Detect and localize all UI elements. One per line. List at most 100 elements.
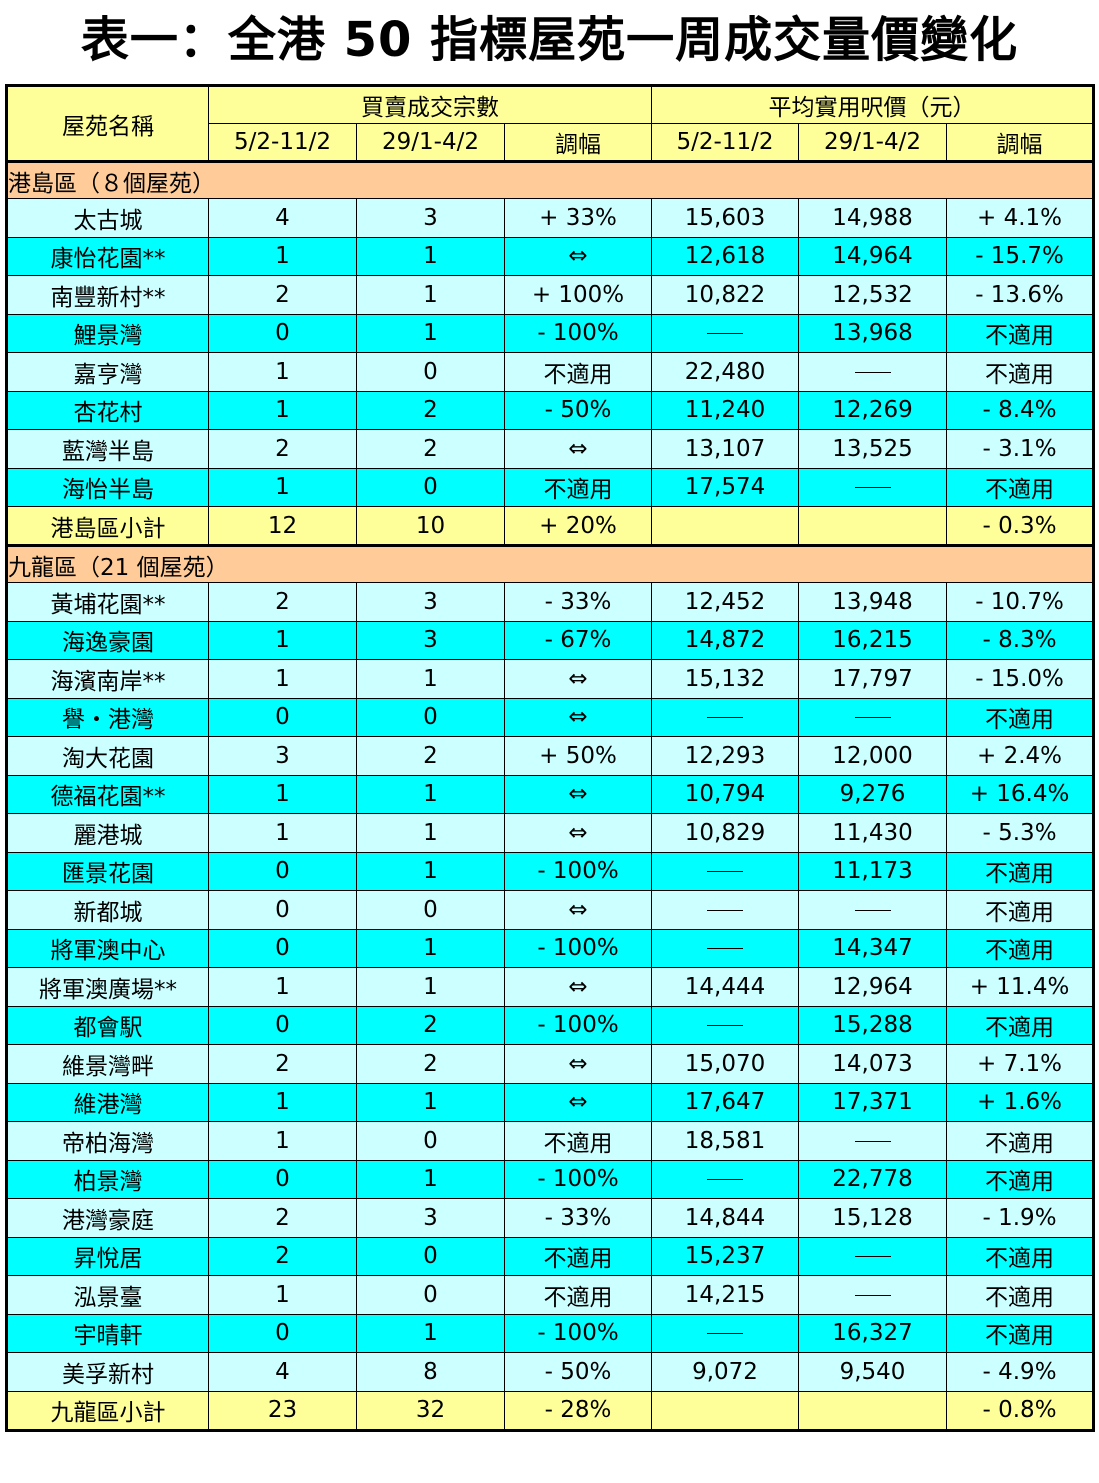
subtotal-volume-previous-cell: 10 [356, 506, 505, 546]
volume-change-cell: ⇔ [503, 236, 653, 276]
section-title: 港島區（８個屋苑） [6, 161, 1094, 199]
volume-previous-cell: 3 [356, 1198, 505, 1238]
header-price-change: 調幅 [946, 123, 1095, 162]
volume-previous-cell: 0 [356, 1236, 505, 1276]
subtotal-price-change-cell: - 0.3% [946, 506, 1095, 546]
price-current-cell: — [651, 697, 800, 737]
price-change-cell: 不適用 [946, 697, 1095, 737]
price-previous-cell: 12,964 [798, 967, 948, 1007]
estate-name-cell: 黃埔花園** [6, 582, 209, 622]
price-current-cell: — [651, 313, 800, 353]
price-current-cell: 11,240 [651, 390, 800, 430]
price-previous-cell: 16,327 [798, 1313, 948, 1353]
subtotal-price-current-cell [651, 1390, 800, 1431]
volume-current-cell: 2 [208, 429, 357, 469]
volume-current-cell: 0 [208, 1159, 357, 1199]
volume-change-cell: - 100% [503, 1159, 653, 1199]
estate-name-cell: 美孚新村 [6, 1352, 209, 1392]
volume-current-cell: 2 [208, 275, 357, 315]
price-previous-cell: 11,430 [798, 813, 948, 853]
price-change-cell: + 1.6% [946, 1082, 1095, 1122]
estate-name-cell: 柏景灣 [6, 1159, 209, 1199]
price-previous-cell: 14,988 [798, 198, 948, 238]
volume-change-cell: + 50% [503, 736, 653, 776]
volume-current-cell: 1 [208, 659, 357, 699]
price-change-cell: 不適用 [946, 1005, 1095, 1045]
volume-change-cell: - 100% [503, 313, 653, 353]
volume-change-cell: ⇔ [503, 429, 653, 469]
volume-previous-cell: 1 [356, 1159, 505, 1199]
price-previous-cell: 22,778 [798, 1159, 948, 1199]
volume-change-cell: - 100% [503, 851, 653, 891]
price-current-cell: 15,603 [651, 198, 800, 238]
volume-change-cell: 不適用 [503, 352, 653, 392]
volume-previous-cell: 1 [356, 813, 505, 853]
price-change-cell: - 15.7% [946, 236, 1095, 276]
volume-current-cell: 1 [208, 1082, 357, 1122]
subtotal-volume-change-cell: - 28% [503, 1390, 653, 1431]
volume-current-cell: 4 [208, 198, 357, 238]
price-change-cell: 不適用 [946, 352, 1095, 392]
price-current-cell: 18,581 [651, 1121, 800, 1161]
volume-previous-cell: 0 [356, 890, 505, 930]
price-current-cell: 15,132 [651, 659, 800, 699]
price-current-cell: 14,215 [651, 1275, 800, 1315]
price-previous-cell: 13,525 [798, 429, 948, 469]
no-data-dash: — [854, 1140, 891, 1142]
price-change-cell: + 2.4% [946, 736, 1095, 776]
section-header-row: 九龍區（21 個屋苑） [6, 545, 1094, 583]
price-previous-cell: — [798, 352, 948, 392]
price-previous-cell: — [798, 697, 948, 737]
no-data-dash: — [707, 1333, 744, 1335]
volume-change-cell: - 50% [503, 390, 653, 430]
estate-name-cell: 將軍澳中心 [6, 928, 209, 968]
price-current-cell: 15,237 [651, 1236, 800, 1276]
price-change-cell: - 8.4% [946, 390, 1095, 430]
estate-name-cell: 海怡半島 [6, 467, 209, 507]
table-row: 藍灣半島 2 2 ⇔ 13,107 13,525- 3.1% [6, 429, 1095, 469]
volume-previous-cell: 1 [356, 928, 505, 968]
no-data-dash: — [707, 948, 744, 950]
estate-name-cell: 德福花園** [6, 774, 209, 814]
no-data-dash: — [854, 487, 891, 489]
table-row: 黃埔花園** 2 3- 33% 12,452 13,948- 10.7% [6, 582, 1095, 622]
volume-change-cell: ⇔ [503, 890, 653, 930]
subtotal-estate-name-cell: 九龍區小計 [6, 1390, 209, 1431]
volume-current-cell: 0 [208, 1005, 357, 1045]
price-change-cell: 不適用 [946, 851, 1095, 891]
price-change-cell: 不適用 [946, 928, 1095, 968]
estate-name-cell: 將軍澳廣場** [6, 967, 209, 1007]
volume-previous-cell: 0 [356, 1121, 505, 1161]
volume-change-cell: ⇔ [503, 813, 653, 853]
price-previous-cell: 14,073 [798, 1044, 948, 1084]
volume-current-cell: 3 [208, 736, 357, 776]
volume-current-cell: 1 [208, 967, 357, 1007]
volume-change-cell: ⇔ [503, 774, 653, 814]
price-change-cell: 不適用 [946, 1121, 1095, 1161]
price-current-cell: 12,293 [651, 736, 800, 776]
price-current-cell: 22,480 [651, 352, 800, 392]
subtotal-price-previous-cell [798, 1390, 948, 1431]
price-current-cell: 15,070 [651, 1044, 800, 1084]
header-volume-previous: 29/1-4/2 [356, 123, 505, 162]
table-row: 德福花園** 1 1 ⇔ 10,794 9,276 + 16.4% [6, 774, 1095, 814]
price-previous-cell: 17,371 [798, 1082, 948, 1122]
price-change-cell: 不適用 [946, 1159, 1095, 1199]
header-price-current: 5/2-11/2 [651, 123, 800, 162]
volume-previous-cell: 1 [356, 967, 505, 1007]
table-row: 康怡花園** 1 1 ⇔ 12,618 14,964- 15.7% [6, 236, 1095, 276]
table-row: 淘大花園 3 2 + 50% 12,293 12,000 + 2.4% [6, 736, 1095, 776]
volume-current-cell: 4 [208, 1352, 357, 1392]
no-data-dash: — [707, 333, 744, 335]
no-data-dash: — [854, 909, 891, 911]
volume-change-cell: 不適用 [503, 1121, 653, 1161]
volume-previous-cell: 1 [356, 313, 505, 353]
header-row-periods: 5/2-11/2 29/1-4/2 調幅 5/2-11/2 29/1-4/2 調… [6, 123, 1095, 162]
price-current-cell: 14,844 [651, 1198, 800, 1238]
volume-current-cell: 2 [208, 1044, 357, 1084]
volume-current-cell: 0 [208, 1313, 357, 1353]
